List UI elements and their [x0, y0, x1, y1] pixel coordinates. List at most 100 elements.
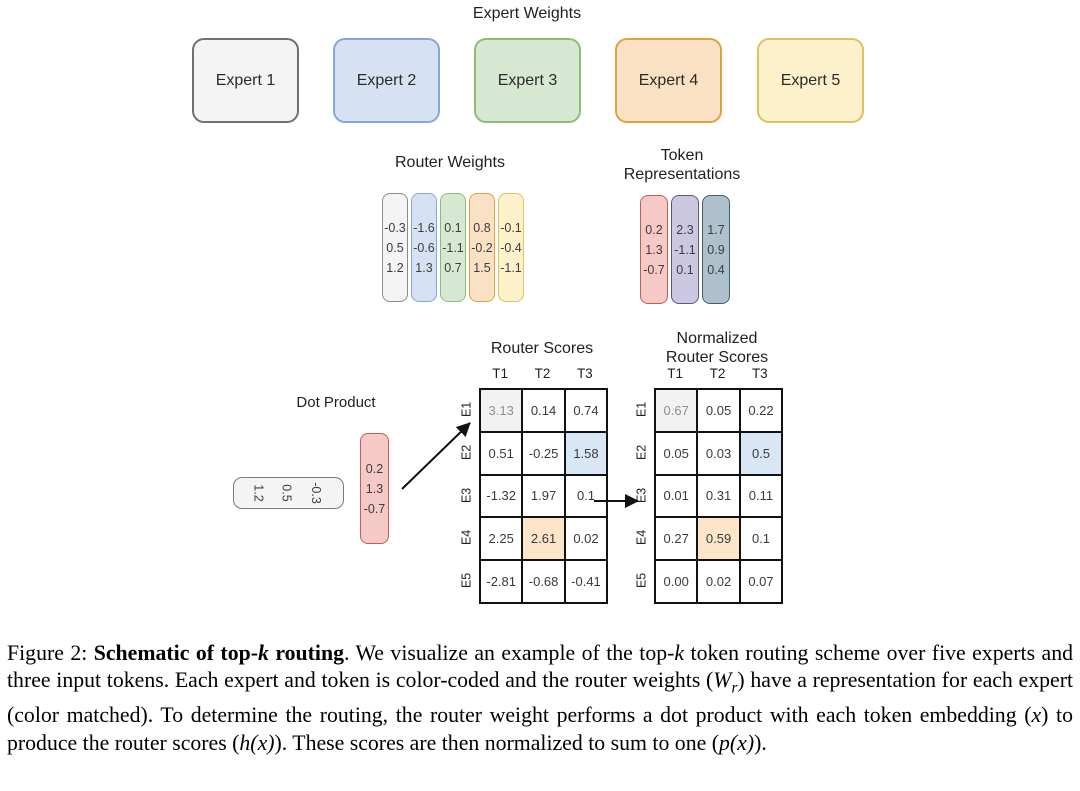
score-cell: 0.31 — [697, 474, 740, 518]
score-cell: 0.22 — [739, 389, 783, 432]
caption-math-x: x — [1031, 703, 1042, 728]
token-title-line2: Representations — [623, 166, 741, 183]
col-header: T2 — [534, 366, 551, 381]
value: 0.8 — [473, 220, 491, 235]
score-cell: 0.11 — [739, 474, 783, 518]
router-weights-matrix: -0.3 0.5 1.2 -1.6 -0.6 1.3 0.1 -1.1 0.7 0.8 -0.2 1.… — [382, 193, 524, 302]
score-cell: 0.1 — [564, 474, 608, 518]
score-cell: 2.61 — [522, 517, 565, 561]
value: 1.7 — [707, 222, 725, 237]
router-weight-column-1: -0.3 0.5 1.2 — [382, 193, 408, 302]
score-cell: 0.02 — [564, 517, 608, 561]
token-column-1: 0.2 1.3 -0.7 — [640, 195, 668, 304]
value: 0.1 — [676, 262, 694, 277]
score-cell: 3.13 — [480, 389, 523, 432]
router-scores-table: 3.13 0.14 0.74 0.51 -0.25 1.58 -1.32 1.97 0.1 2.2… — [479, 388, 609, 604]
col-header: T3 — [751, 366, 768, 381]
expert-weights-title: Expert Weights — [472, 5, 582, 22]
caption-text: ) to produce the router scores ( — [7, 703, 1073, 755]
score-cell: -0.68 — [522, 560, 565, 603]
value: -0.3 — [384, 220, 406, 235]
expert-2-label: Expert 2 — [356, 71, 417, 89]
router-weight-column-5: -0.1 -0.4 -1.1 — [498, 193, 524, 302]
expert-5-box: Expert 5 — [757, 38, 864, 123]
caption-math-W-sub: r — [731, 679, 738, 697]
score-cell: 1.97 — [522, 474, 565, 518]
normalized-title-line2: Router Scores — [665, 349, 769, 366]
token-representations-matrix: 0.2 1.3 -0.7 2.3 -1.1 0.1 1.7 0.9 0.4 — [640, 195, 730, 304]
caption-math-hx: h(x) — [239, 730, 275, 755]
score-cell: 0.74 — [564, 389, 608, 432]
expert-4-label: Expert 4 — [638, 71, 699, 89]
token-representations-title: Token Representations — [582, 146, 782, 184]
score-cell: 0.1 — [739, 517, 783, 561]
router-scores-col-headers: T1 T2 T3 — [479, 366, 606, 381]
caption-bold-k: k — [257, 641, 269, 665]
value: 2.3 — [676, 222, 694, 237]
value: 1.3 — [645, 242, 663, 257]
expert-2-box: Expert 2 — [333, 38, 440, 123]
score-cell: -0.25 — [522, 431, 565, 475]
value: -1.1 — [674, 242, 696, 257]
value: -1.1 — [500, 260, 522, 275]
expert-3-box: Expert 3 — [474, 38, 581, 123]
score-cell: 0.5 — [739, 431, 783, 475]
token-title-line1: Token — [660, 147, 704, 164]
caption-text: ) have a representation for each expert … — [7, 668, 1074, 728]
normalized-scores-title: Normalized Router Scores — [617, 329, 817, 367]
score-cell: 0.59 — [697, 517, 740, 561]
vector-value: 1.3 — [365, 481, 384, 496]
vector-value: 0.2 — [365, 461, 384, 476]
score-cell: 0.03 — [697, 431, 740, 475]
normalized-scores-table: 0.67 0.05 0.22 0.05 0.03 0.5 0.01 0.31 0.11 0.27 0… — [654, 388, 784, 604]
value: -0.2 — [471, 240, 493, 255]
col-header: T2 — [709, 366, 726, 381]
caption-bold-title: Schematic of top- — [93, 641, 258, 665]
value: 1.5 — [473, 260, 491, 275]
vector-value: 1.2 — [252, 484, 267, 502]
caption-bold-routing: routing — [268, 641, 344, 665]
transposed-router-weight-vector: 1.2 0.5 -0.3 — [233, 477, 344, 509]
value: 0.9 — [707, 242, 725, 257]
score-cell: 0.07 — [739, 560, 783, 603]
vector-value: -0.3 — [308, 482, 323, 504]
caption-text: ). — [754, 730, 767, 755]
score-cell: -1.32 — [480, 474, 523, 518]
value: 0.2 — [645, 222, 663, 237]
col-header: T1 — [492, 366, 509, 381]
expert-1-box: Expert 1 — [192, 38, 299, 123]
dot-product-title: Dot Product — [296, 394, 376, 411]
figure-caption: Figure 2: Schematic of top-k routing. We… — [7, 640, 1073, 757]
expert-5-label: Expert 5 — [780, 71, 841, 89]
score-cell: 0.51 — [480, 431, 523, 475]
value: -0.6 — [413, 240, 435, 255]
normalized-scores-row-headers: E1 E2 E3 E4 E5 — [633, 388, 651, 602]
caption-text: . We visualize an example of the top- — [343, 641, 675, 665]
value: 0.7 — [444, 260, 462, 275]
score-cell: 0.05 — [697, 389, 740, 432]
normalized-title-line1: Normalized — [676, 330, 758, 347]
value: 0.5 — [386, 240, 404, 255]
expert-1-label: Expert 1 — [215, 71, 276, 89]
value: -1.6 — [413, 220, 435, 235]
vector-value: 0.5 — [279, 484, 294, 502]
score-cell: 0.27 — [655, 517, 698, 561]
score-cell: 0.00 — [655, 560, 698, 603]
normalized-scores-col-headers: T1 T2 T3 — [654, 366, 781, 381]
expert-3-label: Expert 3 — [497, 71, 558, 89]
score-cell: -2.81 — [480, 560, 523, 603]
caption-math-W: W — [713, 668, 732, 693]
caption-math-px: p(x) — [718, 730, 755, 755]
vector-value: -0.7 — [363, 501, 386, 516]
token-column-3: 1.7 0.9 0.4 — [702, 195, 730, 304]
value: 0.1 — [444, 220, 462, 235]
caption-italic-k: k — [674, 641, 685, 665]
score-cell: 0.01 — [655, 474, 698, 518]
value: 1.3 — [415, 260, 433, 275]
value: 1.2 — [386, 260, 404, 275]
expert-4-box: Expert 4 — [615, 38, 722, 123]
token-embedding-vector: 0.2 1.3 -0.7 — [360, 433, 389, 544]
score-cell: 0.67 — [655, 389, 698, 432]
value: -0.1 — [500, 220, 522, 235]
